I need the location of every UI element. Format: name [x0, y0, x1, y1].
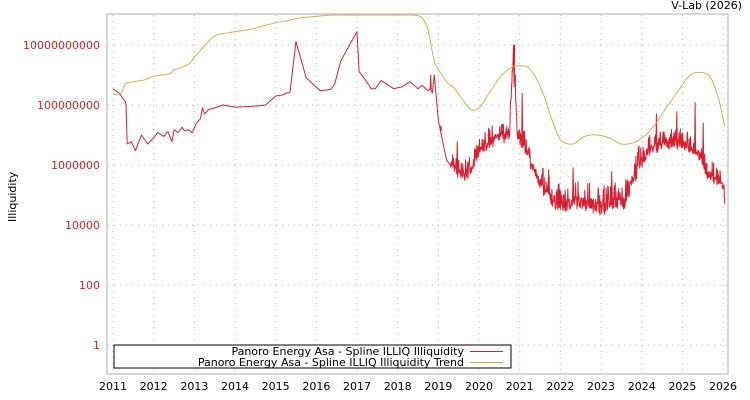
x-tick-label: 2017 — [343, 380, 371, 393]
x-tick-label: 2014 — [221, 380, 249, 393]
legend-label-trend: Panoro Energy Asa - Spline ILLIQ Illiqui… — [198, 356, 464, 369]
y-tick-label: 10000 — [65, 219, 100, 232]
x-axis-ticks: 2011 2012 2013 2014 2015 2016 2017 2018 2019 2020… — [99, 380, 737, 393]
x-tick-label: 2012 — [140, 380, 168, 393]
x-tick-label: 2020 — [465, 380, 493, 393]
x-tick-label: 2024 — [628, 380, 656, 393]
x-tick-label: 2011 — [99, 380, 127, 393]
legend-box — [113, 344, 512, 369]
y-tick-label: 100 — [79, 279, 100, 292]
x-tick-label: 2025 — [668, 380, 696, 393]
y-tick-label: 1000000 — [51, 159, 100, 172]
x-tick-label: 2018 — [384, 380, 412, 393]
x-tick-label: 2026 — [709, 380, 737, 393]
legend: Panoro Energy Asa - Spline ILLIQ Illiqui… — [113, 344, 512, 369]
x-tick-label: 2019 — [424, 380, 452, 393]
x-tick-label: 2013 — [180, 380, 208, 393]
legend-label-illiquidity: Panoro Energy Asa - Spline ILLIQ Illiqui… — [231, 345, 464, 358]
x-tick-label: 2022 — [546, 380, 574, 393]
y-tick-label: 1 — [93, 339, 100, 352]
y-axis-ticks: 10000000000 100000000 1000000 10000 100 1 — [23, 39, 100, 352]
x-tick-label: 2023 — [587, 380, 615, 393]
illiquidity-trend-line — [112, 14, 726, 145]
y-tick-label: 10000000000 — [23, 39, 100, 52]
x-tick-label: 2021 — [506, 380, 534, 393]
credit-label: V-Lab (2026) — [671, 0, 742, 12]
x-tick-label: 2016 — [302, 380, 330, 393]
y-tick-label: 100000000 — [37, 99, 100, 112]
plot-frame — [106, 13, 729, 375]
x-tick-label: 2015 — [262, 380, 290, 393]
series-lines — [112, 14, 726, 216]
illiquidity-line — [112, 31, 726, 216]
